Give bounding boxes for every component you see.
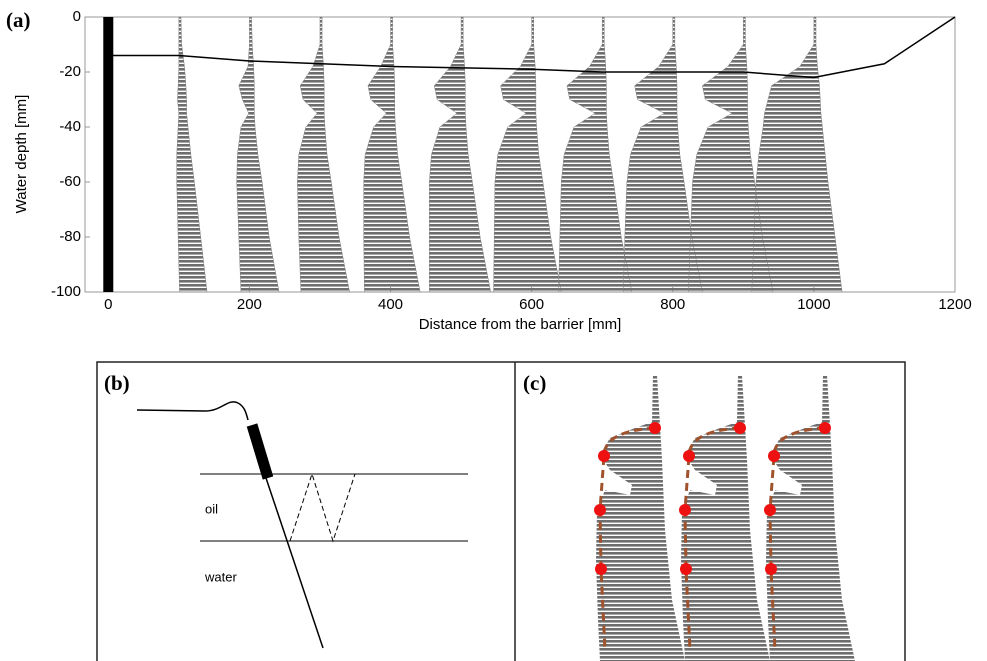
x-tick-label: 1000: [797, 296, 830, 313]
panel-b: (b) oil water: [96, 361, 906, 661]
profile: [623, 16, 703, 293]
panel-c: (c): [523, 371, 857, 661]
y-tick-label: 0: [73, 8, 81, 25]
x-tick-label: 600: [519, 296, 544, 313]
cable: [136, 401, 249, 421]
profile: [688, 16, 774, 293]
profile: [429, 16, 492, 293]
panel-label: (a): [6, 8, 31, 32]
x-tick-label: 800: [660, 296, 685, 313]
water-label: water: [204, 569, 237, 584]
x-tick-label: 0: [104, 296, 112, 313]
y-tick-label: -100: [51, 283, 81, 300]
profile: [176, 16, 208, 293]
panel-a: (a) Distance from the barrier [mm] Water…: [6, 8, 972, 333]
profile-sketch: [592, 373, 687, 661]
y-axis-label: Water depth [mm]: [13, 95, 30, 214]
oil-label: oil: [205, 501, 218, 516]
profile: [363, 16, 421, 293]
panel-frame: [96, 361, 906, 661]
panel-label: (c): [523, 371, 546, 395]
y-tick-label: -40: [59, 118, 81, 135]
profile-sketch: [677, 373, 772, 661]
profile-sketch: [762, 373, 857, 661]
signal-sketch: [289, 472, 356, 543]
y-tick-label: -80: [59, 228, 81, 245]
x-tick-label: 200: [237, 296, 262, 313]
profile: [558, 16, 633, 293]
profile: [297, 16, 350, 293]
panel-label: (b): [104, 371, 130, 395]
x-tick-label: 400: [378, 296, 403, 313]
profile: [751, 16, 843, 293]
profile: [236, 16, 280, 293]
profile: [493, 16, 562, 293]
y-tick-label: -60: [59, 173, 81, 190]
probe-body: [246, 423, 274, 480]
interface-line: [108, 16, 956, 79]
x-axis-label: Distance from the barrier [mm]: [419, 316, 622, 333]
probe-rod: [265, 477, 324, 649]
x-tick-label: 1200: [938, 296, 971, 313]
barrier: [103, 17, 114, 292]
y-tick-label: -20: [59, 63, 81, 80]
